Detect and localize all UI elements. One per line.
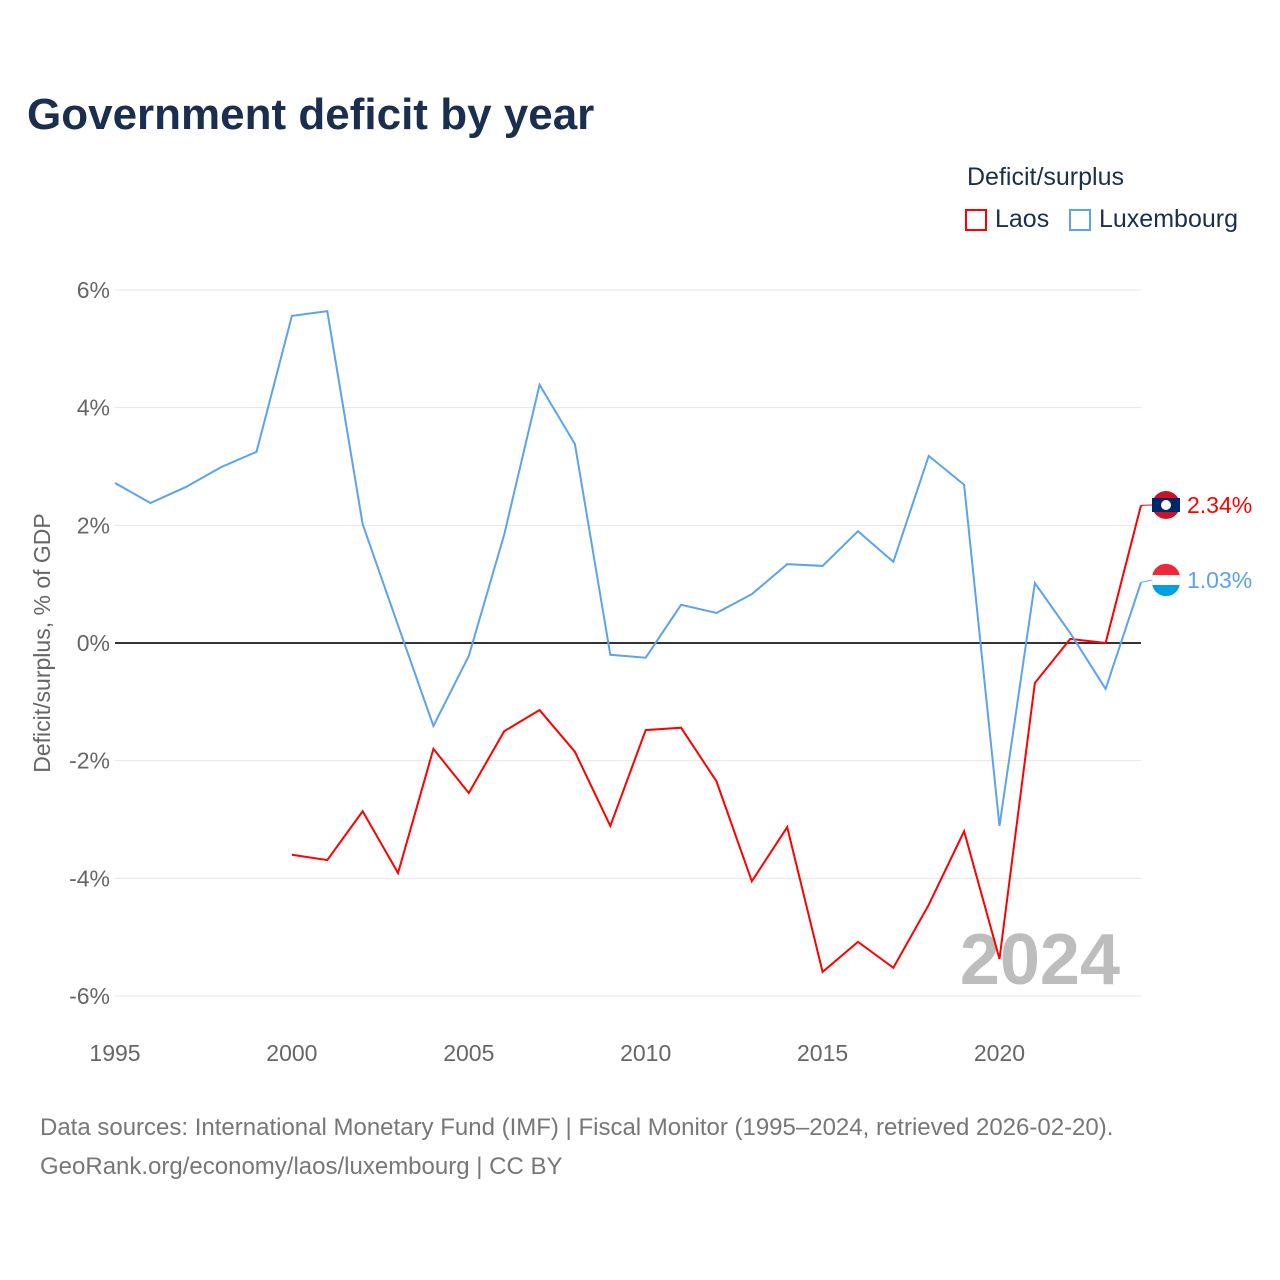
y-tick-label: 2% [77,512,110,538]
legend-item-luxembourg[interactable]: Luxembourg [1069,205,1238,234]
y-tick-label: 0% [77,630,110,656]
legend-title: Deficit/surplus [967,163,1124,191]
end-connector [1140,579,1153,583]
legend-swatch [1069,208,1091,231]
luxembourg-flag-blue [1152,585,1180,597]
end-value-label: 1.03% [1187,567,1252,593]
x-tick-label: 2005 [443,1040,494,1066]
x-tick-label: 2000 [266,1040,317,1066]
source-note: Data sources: International Monetary Fun… [40,1108,1113,1186]
legend-label: Luxembourg [1099,205,1238,233]
series-line-laos [291,505,1142,974]
y-tick-label: 4% [77,395,110,421]
luxembourg-flag-red [1152,563,1180,575]
source-line-2[interactable]: GeoRank.org/economy/laos/luxembourg | CC… [40,1153,563,1180]
year-watermark: 2024 [960,920,1120,1000]
chart-title: Government deficit by year [27,90,595,139]
y-tick-label: -6% [69,983,110,1009]
legend-item-laos[interactable]: Laos [965,205,1049,234]
y-tick-label: 6% [77,277,110,303]
y-tick-label: -4% [69,865,110,891]
x-tick-label: 1995 [89,1040,140,1066]
legend-swatch [965,208,987,231]
laos-flag-disc [1161,500,1171,510]
source-line-1: Data sources: International Monetary Fun… [40,1114,1114,1141]
x-tick-label: 2015 [797,1040,848,1066]
y-axis-label: Deficit/surplus, % of GDP [29,513,55,772]
legend-label: Laos [995,205,1050,233]
end-value-label: 2.34% [1187,492,1252,518]
x-tick-label: 2010 [620,1040,671,1066]
x-tick-label: 2020 [974,1040,1025,1066]
series-line-luxembourg [114,310,1142,827]
y-tick-label: -2% [69,748,110,774]
